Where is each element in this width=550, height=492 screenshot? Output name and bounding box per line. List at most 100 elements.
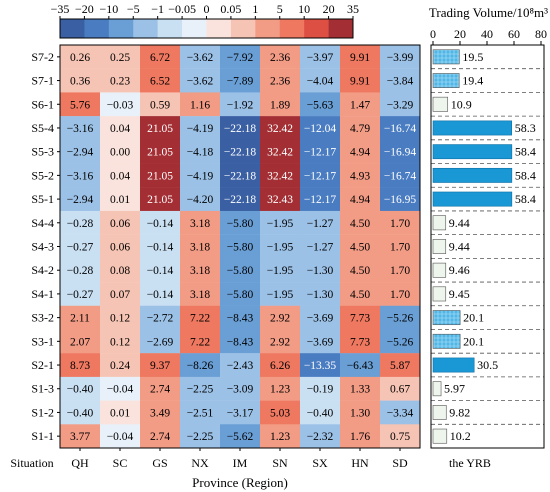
heatmap-cell-value: −22.18: [224, 147, 257, 159]
heatmap-cell-value: 21.05: [147, 123, 173, 135]
heatmap-cell: [340, 258, 381, 283]
row-label: S3-1: [31, 334, 54, 348]
heatmap-cell: [260, 376, 301, 401]
heatmap-cell-value: −0.14: [147, 242, 174, 254]
heatmap-cell: [220, 139, 261, 164]
heatmap-cell: [140, 282, 181, 306]
heatmap-cell: [380, 400, 421, 425]
heatmap-cell: [340, 234, 381, 259]
heatmap-cell: [140, 234, 181, 259]
heatmap-cell-value: 0.06: [110, 218, 130, 230]
bar-chart-xlabel: the YRB: [449, 456, 491, 470]
heatmap-cell: [300, 400, 341, 425]
bar-chart-frame: [430, 44, 545, 449]
heatmap-cell-value: −5.26: [387, 336, 414, 348]
heatmap-cell: [140, 187, 181, 212]
bar-value-label: 58.4: [515, 192, 536, 206]
bar: [432, 215, 447, 231]
heatmap-cell: [60, 210, 101, 235]
heatmap-cell: [300, 258, 341, 283]
heatmap-cell-value: 0.08: [110, 265, 130, 277]
heatmap-cell-value: −3.99: [387, 52, 414, 64]
heatmap-cell: [300, 282, 341, 306]
heatmap-cell-value: −0.14: [147, 265, 174, 277]
heatmap-cell-value: 1.70: [390, 289, 410, 301]
heatmap-cell-value: 4.50: [350, 218, 370, 230]
colorbar-tick-label: 1: [252, 2, 258, 16]
bar-value-label: 9.46: [449, 263, 470, 277]
heatmap-cell-value: 4.94: [350, 194, 370, 206]
heatmap-cell: [380, 163, 421, 188]
heatmap-cell: [60, 92, 101, 117]
colorbar-tick-label: 35: [347, 2, 359, 16]
heatmap-cell: [60, 400, 101, 425]
colorbar-ticks: −35 −20 −10 −5 −1 −0.05 0 0.05 1 5 10 20 35: [51, 2, 359, 19]
heatmap-cells: 0.26 0.25 6.72 −3.62 −7.92 2.36 −3.97 9.91 −3.99…: [60, 45, 421, 449]
heatmap-cell: [220, 234, 261, 259]
heatmap-cell-value: −16.74: [384, 123, 417, 135]
heatmap-cell-value: −1.92: [227, 99, 254, 111]
heatmap-cell: [260, 282, 301, 306]
heatmap-cell-value: 1.23: [270, 431, 290, 443]
heatmap-cell-value: 1.70: [390, 265, 410, 277]
heatmap-cell: [340, 305, 381, 330]
heatmap-cell: [180, 258, 221, 283]
heatmap-cell: [220, 424, 261, 449]
bars: 19.5 19.4 10.9 58.3 58.4 58.4 58.4 9.44 9.44 9.46…: [432, 49, 536, 444]
bar: [432, 333, 461, 349]
heatmap-cell-value: 1.30: [350, 407, 370, 419]
heatmap-cell-value: −0.40: [307, 407, 334, 419]
heatmap-cell: [260, 329, 301, 354]
heatmap-cell-value: −12.04: [304, 123, 337, 135]
row-label: S3-2: [31, 311, 54, 325]
bar-axis: 0 20 40 60 80: [430, 27, 547, 45]
heatmap-cell-value: 21.05: [147, 194, 173, 206]
heatmap-cell-value: 1.89: [270, 99, 290, 111]
heatmap-cell-value: −16.95: [384, 194, 417, 206]
heatmap-cell: [100, 45, 141, 69]
heatmap-cell-value: 0.75: [390, 431, 410, 443]
heatmap-cell: [140, 45, 181, 69]
heatmap-cell: [100, 187, 141, 212]
heatmap-cell: [380, 92, 421, 117]
heatmap-cell: [340, 282, 381, 306]
heatmap-cell: [180, 116, 221, 141]
heatmap-cell-value: 4.50: [350, 265, 370, 277]
heatmap-cell: [300, 139, 341, 164]
heatmap-cell-value: −16.74: [384, 170, 417, 182]
heatmap-cell-value: 0.67: [390, 384, 410, 396]
heatmap-cell-value: 5.03: [270, 407, 290, 419]
row-label: S5-3: [31, 145, 54, 159]
heatmap-cell-value: −2.43: [227, 360, 254, 372]
heatmap-cell: [260, 116, 301, 141]
heatmap-cell-value: 1.76: [350, 431, 370, 443]
heatmap-cell-value: 5.76: [70, 99, 90, 111]
heatmap-cell: [380, 139, 421, 164]
heatmap-cell-value: −5.63: [307, 99, 334, 111]
heatmap-cell-value: 2.11: [70, 313, 90, 325]
heatmap-cell-value: −3.69: [307, 336, 334, 348]
heatmap-cell: [60, 305, 101, 330]
heatmap-cell: [220, 353, 261, 378]
heatmap-cell: [220, 163, 261, 188]
heatmap-cell-value: 1.33: [350, 384, 370, 396]
row-labels: S7-2 S7-1 S6-1 S5-4 S5-3 S5-2 S5-1 S4-4 S4-3 S4-2…: [31, 50, 60, 443]
heatmap-cell: [220, 329, 261, 354]
heatmap-cell: [140, 329, 181, 354]
heatmap-cell-value: −5.80: [227, 218, 254, 230]
heatmap-cell-value: −22.18: [224, 170, 257, 182]
heatmap-cell-value: 9.37: [150, 360, 170, 372]
heatmap-cell-value: −5.80: [227, 242, 254, 254]
heatmap-cell-value: −5.62: [227, 431, 254, 443]
heatmap-cell-value: 1.70: [390, 218, 410, 230]
heatmap-cell: [340, 376, 381, 401]
heatmap-cell-value: 4.50: [350, 289, 370, 301]
heatmap-cell: [340, 163, 381, 188]
heatmap-cell-value: −2.51: [187, 407, 214, 419]
heatmap-cell-value: 0.00: [110, 147, 130, 159]
heatmap-cell-value: −8.26: [187, 360, 214, 372]
heatmap-cell-value: −0.14: [147, 218, 174, 230]
heatmap-cell-value: −12.17: [304, 147, 337, 159]
bar-value-label: 9.45: [449, 287, 470, 301]
row-header-label: Situation: [10, 456, 53, 470]
